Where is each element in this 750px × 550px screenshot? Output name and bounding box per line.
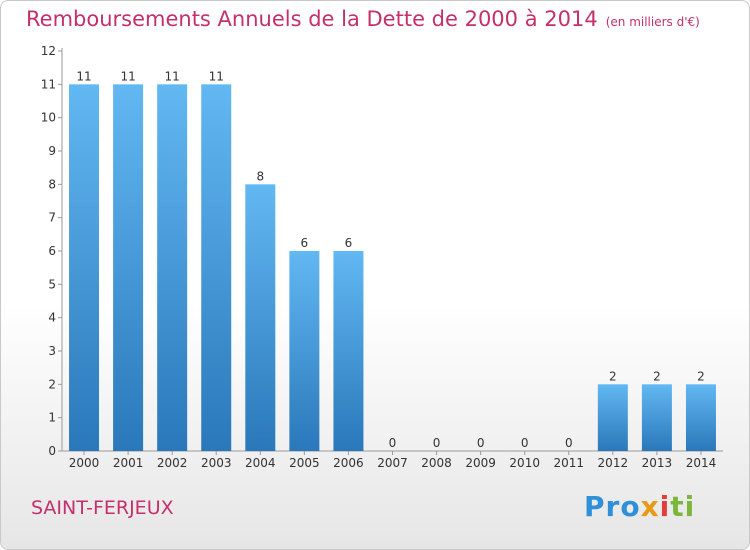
bar-2003 xyxy=(201,84,232,451)
chart-title: Remboursements Annuels de la Dette de 20… xyxy=(26,7,700,31)
x-tick-label-2001: 2001 xyxy=(113,456,144,470)
y-tick-label: 3 xyxy=(48,344,56,358)
x-tick-label-2004: 2004 xyxy=(245,456,276,470)
bar-2012 xyxy=(597,384,628,451)
y-tick-label: 5 xyxy=(48,277,56,291)
bar-2013 xyxy=(641,384,672,451)
logo-part-3: i xyxy=(659,490,671,523)
bar-2005 xyxy=(289,251,320,451)
value-label-2006: 6 xyxy=(345,236,353,250)
value-label-2008: 0 xyxy=(433,436,441,450)
value-label-2012: 2 xyxy=(609,369,617,383)
x-tick-label-2011: 2011 xyxy=(553,456,584,470)
logo-part-1: Pro xyxy=(584,490,641,523)
bar-2002 xyxy=(157,84,188,451)
bar-2004 xyxy=(245,184,276,452)
bar-2000 xyxy=(69,84,100,451)
x-tick-label-2002: 2002 xyxy=(157,456,188,470)
x-tick-label-2003: 2003 xyxy=(201,456,232,470)
value-label-2014: 2 xyxy=(697,369,705,383)
value-label-2010: 0 xyxy=(521,436,529,450)
value-label-2007: 0 xyxy=(389,436,397,450)
y-tick-label: 8 xyxy=(48,177,56,191)
value-label-2011: 0 xyxy=(565,436,573,450)
y-tick-label: 1 xyxy=(48,411,56,425)
x-tick-label-2007: 2007 xyxy=(377,456,408,470)
value-label-2005: 6 xyxy=(301,236,309,250)
value-label-2004: 8 xyxy=(256,169,264,183)
chart-subtitle: (en milliers d'€) xyxy=(605,15,700,29)
bar-2014 xyxy=(685,384,716,451)
y-tick-label: 10 xyxy=(41,111,56,125)
value-label-2001: 11 xyxy=(120,69,135,83)
x-tick-label-2000: 2000 xyxy=(69,456,100,470)
y-tick-label: 0 xyxy=(48,444,56,458)
x-tick-label-2010: 2010 xyxy=(509,456,540,470)
title-text: Remboursements Annuels de la Dette de 20… xyxy=(26,7,598,31)
y-tick-label: 7 xyxy=(48,211,56,225)
commune-name: SAINT-FERJEUX xyxy=(31,497,174,519)
value-label-2009: 0 xyxy=(477,436,485,450)
logo-part-2: x xyxy=(640,490,660,523)
x-tick-label-2009: 2009 xyxy=(465,456,496,470)
y-tick-label: 4 xyxy=(48,311,56,325)
y-tick-label: 6 xyxy=(48,244,56,258)
bar-2001 xyxy=(113,84,144,451)
x-tick-label-2012: 2012 xyxy=(598,456,629,470)
x-tick-label-2006: 2006 xyxy=(333,456,364,470)
value-label-2013: 2 xyxy=(653,369,661,383)
bar-2006 xyxy=(333,251,364,451)
y-tick-label: 11 xyxy=(41,77,56,91)
value-label-2000: 11 xyxy=(76,69,91,83)
x-tick-label-2005: 2005 xyxy=(289,456,320,470)
y-tick-label: 2 xyxy=(48,377,56,391)
x-tick-label-2013: 2013 xyxy=(642,456,673,470)
bars: 11 11 11 11 8 6 6 0 0 0 0 0 2 2 2 xyxy=(69,69,716,452)
y-tick-label: 9 xyxy=(48,144,56,158)
logo-part-4: ti xyxy=(670,490,696,523)
x-tick-label-2014: 2014 xyxy=(686,456,717,470)
value-label-2003: 11 xyxy=(209,69,224,83)
y-tick-label: 12 xyxy=(41,44,56,58)
x-tick-label-2008: 2008 xyxy=(421,456,452,470)
proxiti-logo: Proxiti xyxy=(584,490,695,523)
value-label-2002: 11 xyxy=(165,69,180,83)
